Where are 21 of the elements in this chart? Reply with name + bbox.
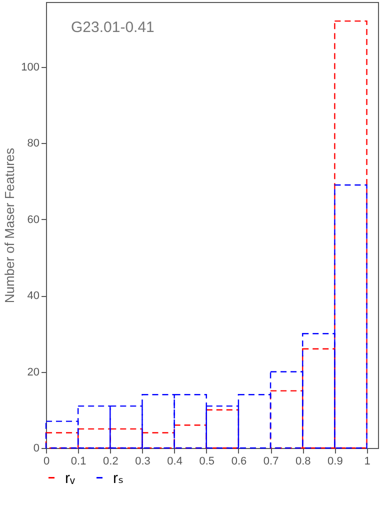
x-tick-label: 0.1 xyxy=(70,456,86,468)
y-tick-label: 80 xyxy=(27,138,40,150)
y-tick-label: 100 xyxy=(21,61,40,74)
x-tick-label: 0.2 xyxy=(103,456,118,468)
x-tick-label: 1 xyxy=(364,456,370,468)
x-tick-label: 0 xyxy=(43,456,50,468)
y-tick-label: 0 xyxy=(33,442,40,454)
annotation: G23.01-0.41 xyxy=(71,19,154,36)
legend-label: rᵥ xyxy=(65,470,75,487)
x-tick-label: 0.9 xyxy=(328,456,343,468)
y-axis-title: Number of Maser Features xyxy=(2,147,18,304)
x-tick-label: 0.4 xyxy=(167,456,182,468)
y-tick-label: 60 xyxy=(27,214,40,226)
x-tick-label: 0.6 xyxy=(231,456,247,468)
y-tick-label: 40 xyxy=(27,290,40,302)
legend-label: rₛ xyxy=(113,470,124,487)
y-tick-label: 20 xyxy=(27,366,40,378)
x-tick-label: 0.3 xyxy=(135,456,150,468)
x-tick-label: 0.8 xyxy=(295,456,311,468)
x-tick-label: 0.7 xyxy=(263,456,279,468)
x-tick-label: 0.5 xyxy=(199,456,215,468)
